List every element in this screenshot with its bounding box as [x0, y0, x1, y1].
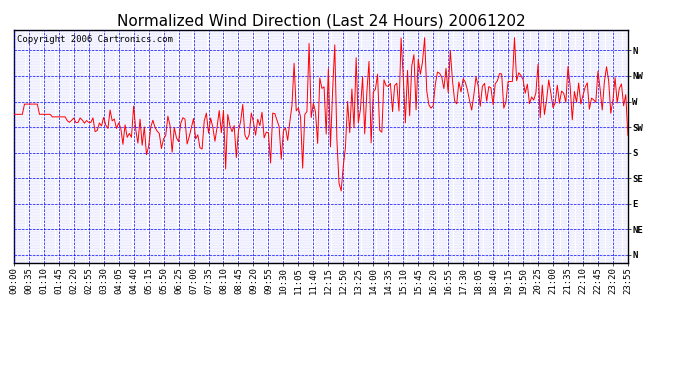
Text: Copyright 2006 Cartronics.com: Copyright 2006 Cartronics.com	[17, 34, 172, 44]
Title: Normalized Wind Direction (Last 24 Hours) 20061202: Normalized Wind Direction (Last 24 Hours…	[117, 14, 525, 29]
